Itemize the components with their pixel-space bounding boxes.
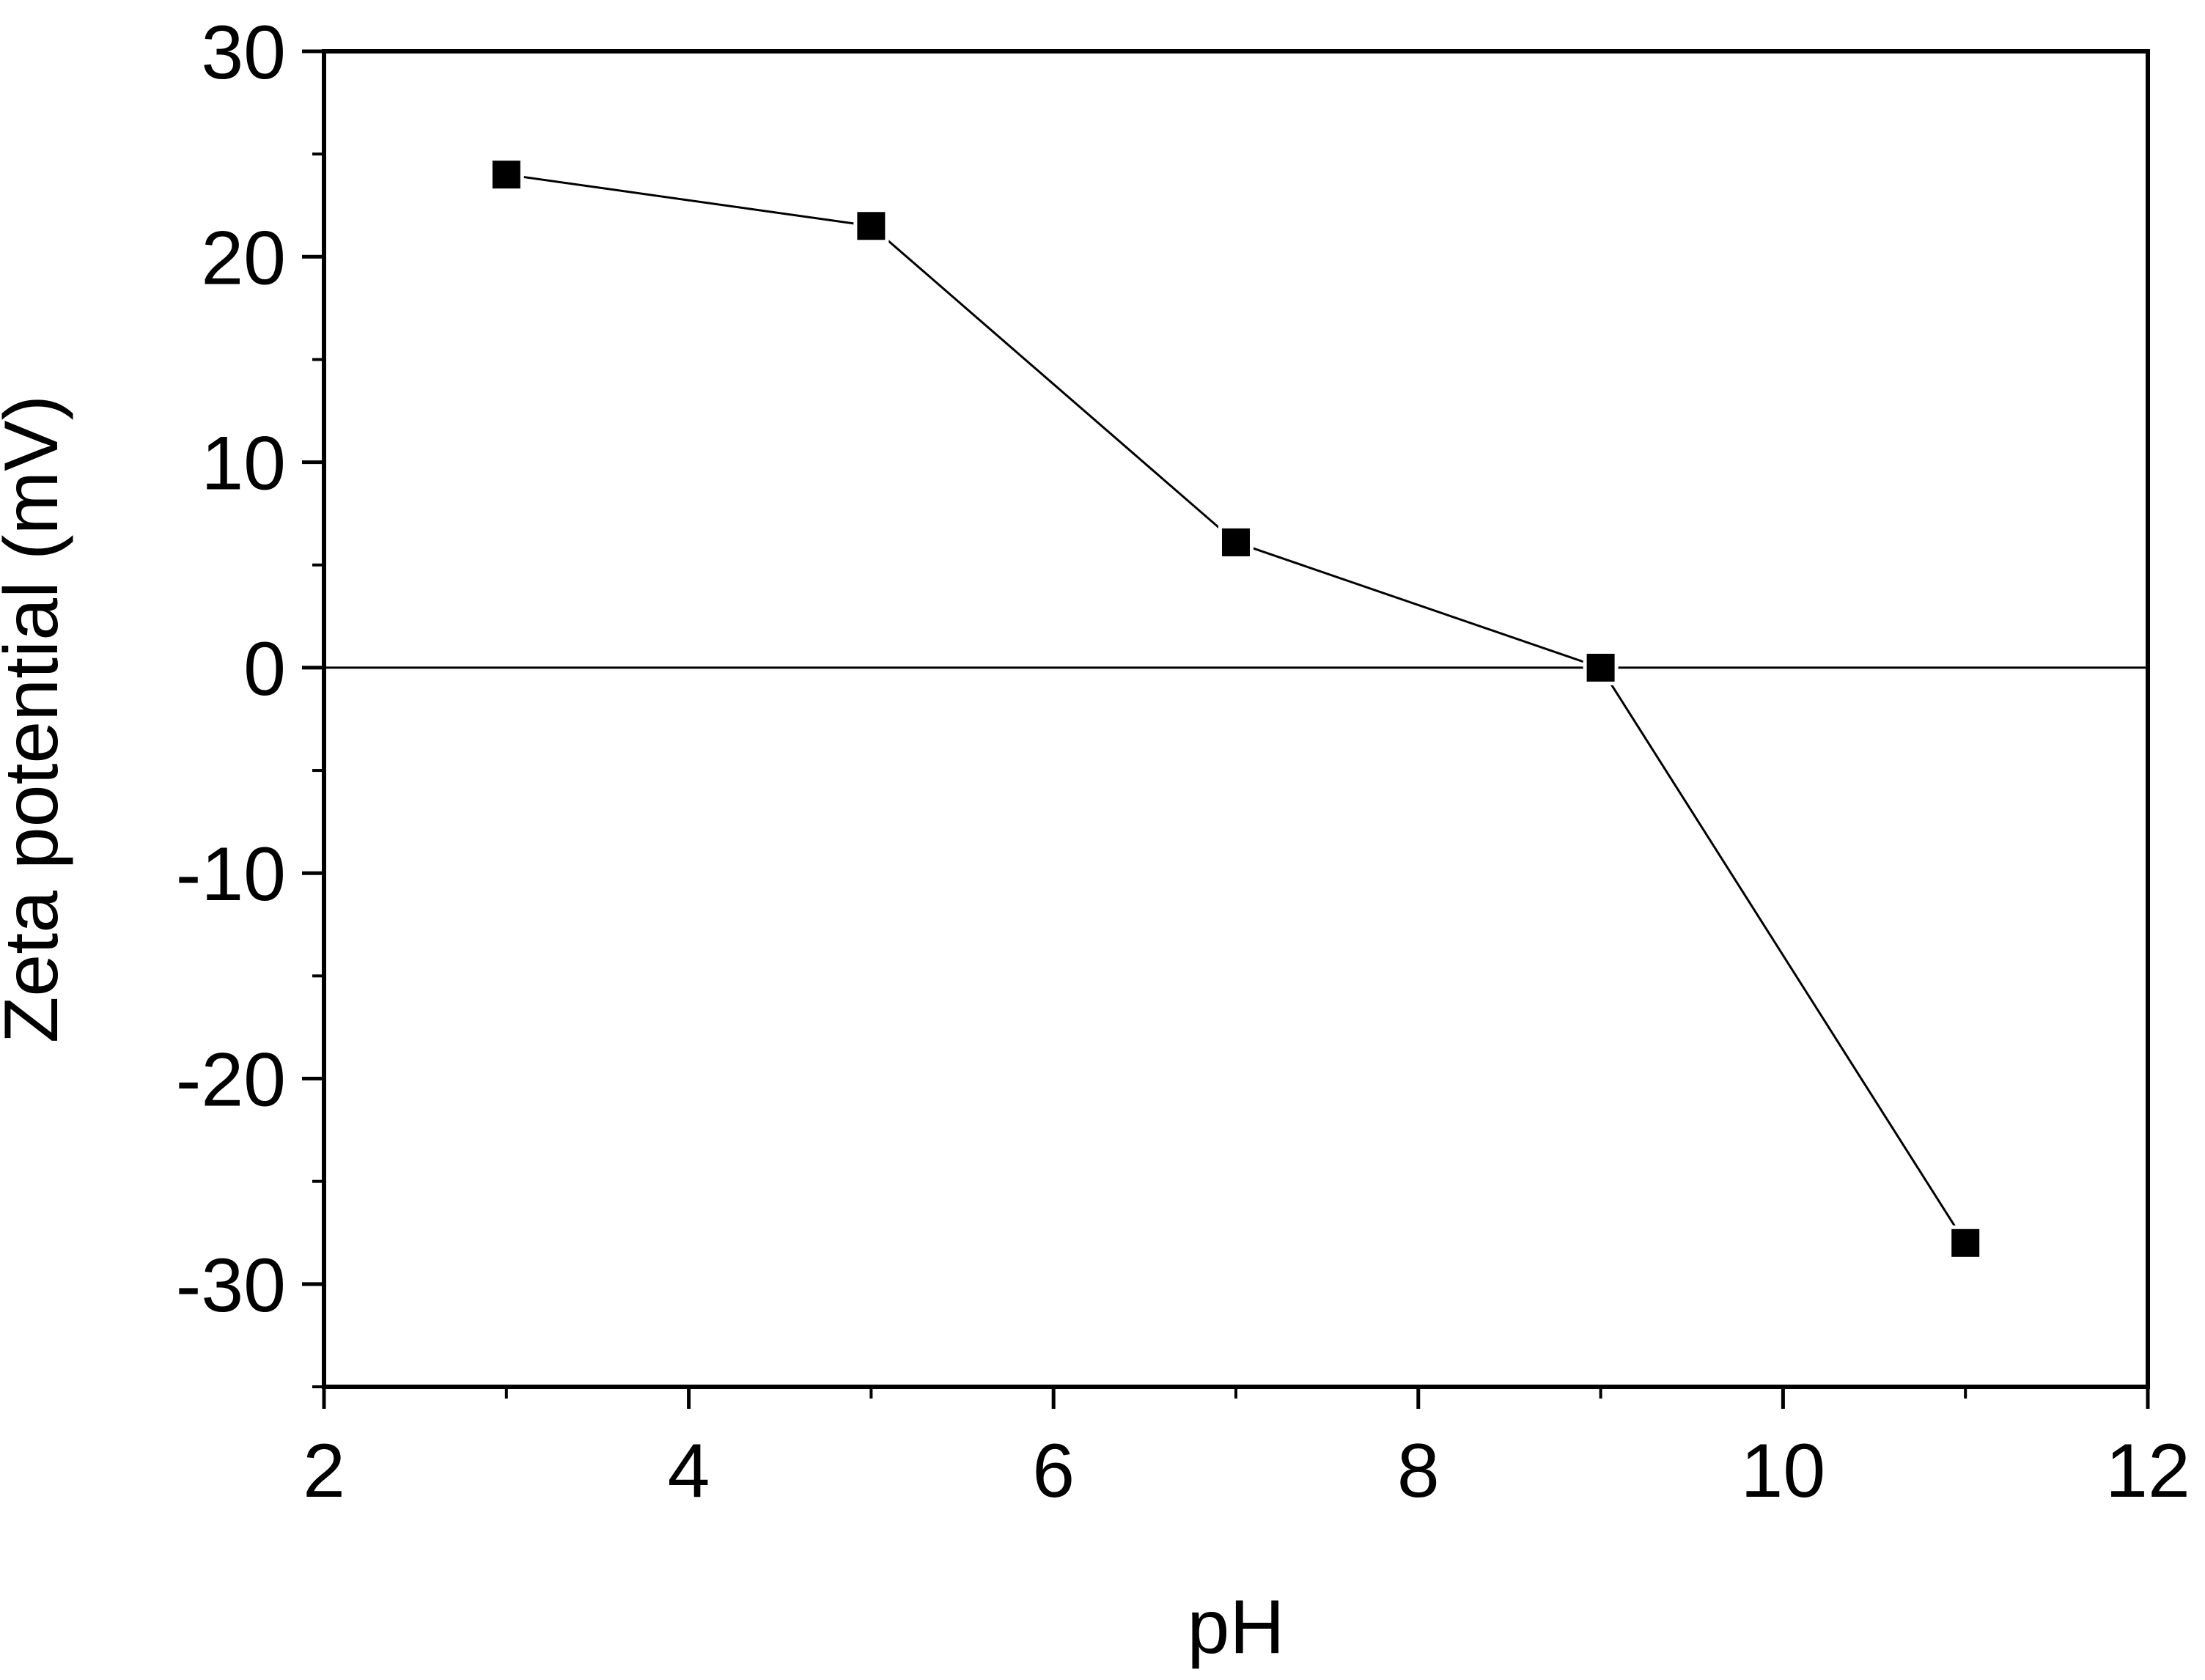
y-tick-label: 10	[201, 421, 286, 506]
series-line-segment	[1235, 541, 1602, 669]
data-point-marker	[1586, 653, 1615, 682]
data-point-marker	[1951, 1228, 1980, 1257]
x-tick-label: 6	[1032, 1429, 1075, 1514]
y-tick-label: -10	[176, 832, 286, 917]
y-tick-label: 30	[201, 10, 286, 95]
x-tick-label: 12	[2105, 1429, 2190, 1514]
data-point-marker	[1222, 528, 1250, 556]
x-tick-label: 2	[303, 1429, 345, 1514]
y-tick-label: 20	[201, 215, 286, 301]
data-point-marker	[492, 161, 520, 189]
series-line-segment	[870, 225, 1237, 544]
series-line-group	[506, 173, 1967, 1244]
x-axis-title: pH	[1188, 1585, 1285, 1670]
x-tick-label: 4	[668, 1429, 710, 1514]
plot-frame	[322, 49, 2150, 1389]
major-ticks	[302, 49, 2150, 1409]
y-axis-title: Zeta potential (mV)	[0, 395, 74, 1043]
x-tick-label: 10	[1741, 1429, 1826, 1514]
series-line-segment	[1600, 667, 1967, 1244]
x-tick-labels: 2 4 6 8 10 12	[303, 1429, 2190, 1514]
data-point-marker	[857, 212, 886, 240]
x-tick-label: 8	[1397, 1429, 1440, 1514]
y-tick-label: 0	[243, 627, 286, 712]
y-tick-label: -20	[176, 1038, 286, 1123]
data-markers	[488, 157, 1984, 1261]
y-tick-label: -30	[176, 1243, 286, 1328]
series-line-segment	[506, 173, 872, 227]
y-tick-labels: -30 -20 -10 0 10 20 30	[176, 10, 286, 1328]
